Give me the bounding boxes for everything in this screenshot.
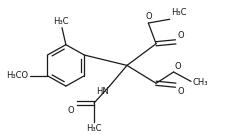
Text: H₃C: H₃C [86,124,102,133]
Text: O: O [178,31,184,40]
Text: H₃C: H₃C [53,17,69,26]
Text: CH₃: CH₃ [193,78,208,87]
Text: O: O [178,87,184,96]
Text: H₃CO: H₃CO [6,71,28,80]
Text: O: O [174,62,181,71]
Text: H₃C: H₃C [172,8,187,17]
Text: HN: HN [96,87,109,96]
Text: O: O [146,12,153,21]
Text: O: O [68,106,74,115]
